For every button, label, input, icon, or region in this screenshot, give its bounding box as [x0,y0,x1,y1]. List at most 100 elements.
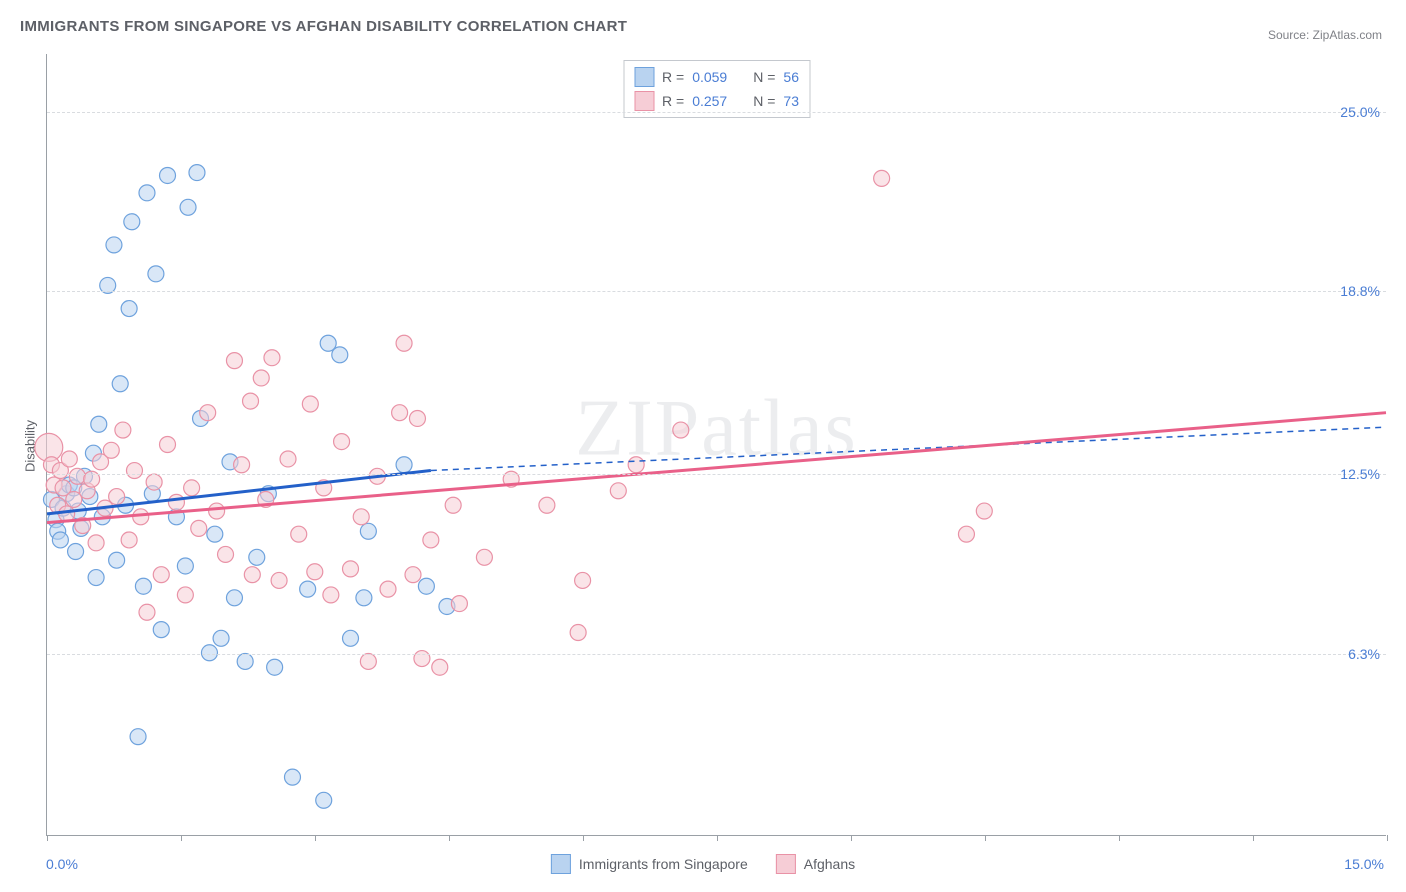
data-point-singapore [124,214,140,230]
data-point-afghans [343,561,359,577]
data-point-singapore [316,792,332,808]
x-tick [851,835,852,841]
data-point-singapore [180,199,196,215]
data-point-singapore [300,581,316,597]
data-point-afghans [103,442,119,458]
stat-n-label: N = [753,69,775,85]
scatter-svg [47,54,1386,835]
data-point-singapore [226,590,242,606]
data-point-singapore [91,416,107,432]
gridline [47,112,1386,113]
data-point-afghans [353,509,369,525]
data-point-afghans [69,468,85,484]
data-point-afghans [243,393,259,409]
x-tick [985,835,986,841]
data-point-singapore [267,659,283,675]
gridline [47,291,1386,292]
data-point-singapore [160,167,176,183]
stat-n-value: 56 [783,69,799,85]
data-point-singapore [52,532,68,548]
data-point-afghans [280,451,296,467]
swatch-icon [551,854,571,874]
data-point-afghans [976,503,992,519]
swatch-icon [776,854,796,874]
data-point-afghans [218,546,234,562]
data-point-afghans [360,653,376,669]
data-point-afghans [302,396,318,412]
data-point-singapore [189,165,205,181]
stat-r-value: 0.257 [692,93,727,109]
data-point-afghans [423,532,439,548]
data-point-afghans [209,503,225,519]
data-point-singapore [135,578,151,594]
x-tick [449,835,450,841]
data-point-afghans [146,474,162,490]
data-point-singapore [213,630,229,646]
data-point-afghans [226,353,242,369]
data-point-afghans [628,457,644,473]
data-point-singapore [249,549,265,565]
data-point-singapore [207,526,223,542]
data-point-singapore [106,237,122,253]
data-point-afghans [253,370,269,386]
legend-item: Afghans [776,854,855,874]
data-point-afghans [673,422,689,438]
swatch-icon [634,67,654,87]
data-point-afghans [409,410,425,426]
data-point-afghans [177,587,193,603]
data-point-singapore [68,544,84,560]
legend-stat-row-afghans: R = 0.257 N = 73 [634,89,799,113]
stat-r-label: R = [662,69,684,85]
data-point-afghans [958,526,974,542]
data-point-singapore [112,376,128,392]
stat-r-label: R = [662,93,684,109]
data-point-afghans [271,572,287,588]
plot-area: ZIPatlas R = 0.059 N = 56 R = 0.257 N = … [46,54,1386,836]
x-min-label: 0.0% [46,856,78,872]
data-point-afghans [610,483,626,499]
data-point-afghans [61,451,77,467]
stat-n-label: N = [753,93,775,109]
data-point-afghans [396,335,412,351]
data-point-afghans [392,405,408,421]
y-tick-label: 6.3% [1320,646,1380,662]
x-tick [1119,835,1120,841]
source-label: Source: ZipAtlas.com [1268,28,1382,42]
legend-label: Afghans [804,856,855,872]
x-tick [315,835,316,841]
data-point-afghans [184,480,200,496]
data-point-afghans [109,489,125,505]
data-point-afghans [200,405,216,421]
data-point-afghans [264,350,280,366]
data-point-afghans [432,659,448,675]
gridline [47,654,1386,655]
x-tick [1253,835,1254,841]
legend-label: Immigrants from Singapore [579,856,748,872]
data-point-singapore [356,590,372,606]
data-point-afghans [323,587,339,603]
trendline-dashed-singapore [431,427,1386,470]
gridline [47,474,1386,475]
data-point-afghans [445,497,461,513]
legend-stats: R = 0.059 N = 56 R = 0.257 N = 73 [623,60,810,118]
data-point-singapore [130,729,146,745]
data-point-afghans [291,526,307,542]
data-point-afghans [380,581,396,597]
x-tick [181,835,182,841]
data-point-singapore [109,552,125,568]
legend-stat-row-singapore: R = 0.059 N = 56 [634,65,799,89]
data-point-afghans [88,535,104,551]
x-tick [47,835,48,841]
data-point-afghans [126,463,142,479]
data-point-afghans [575,572,591,588]
data-point-afghans [115,422,131,438]
x-tick [717,835,718,841]
data-point-singapore [153,622,169,638]
data-point-afghans [153,567,169,583]
data-point-afghans [451,596,467,612]
data-point-singapore [177,558,193,574]
chart-title: IMMIGRANTS FROM SINGAPORE VS AFGHAN DISA… [20,18,627,35]
data-point-singapore [121,301,137,317]
legend-item: Immigrants from Singapore [551,854,748,874]
data-point-singapore [418,578,434,594]
